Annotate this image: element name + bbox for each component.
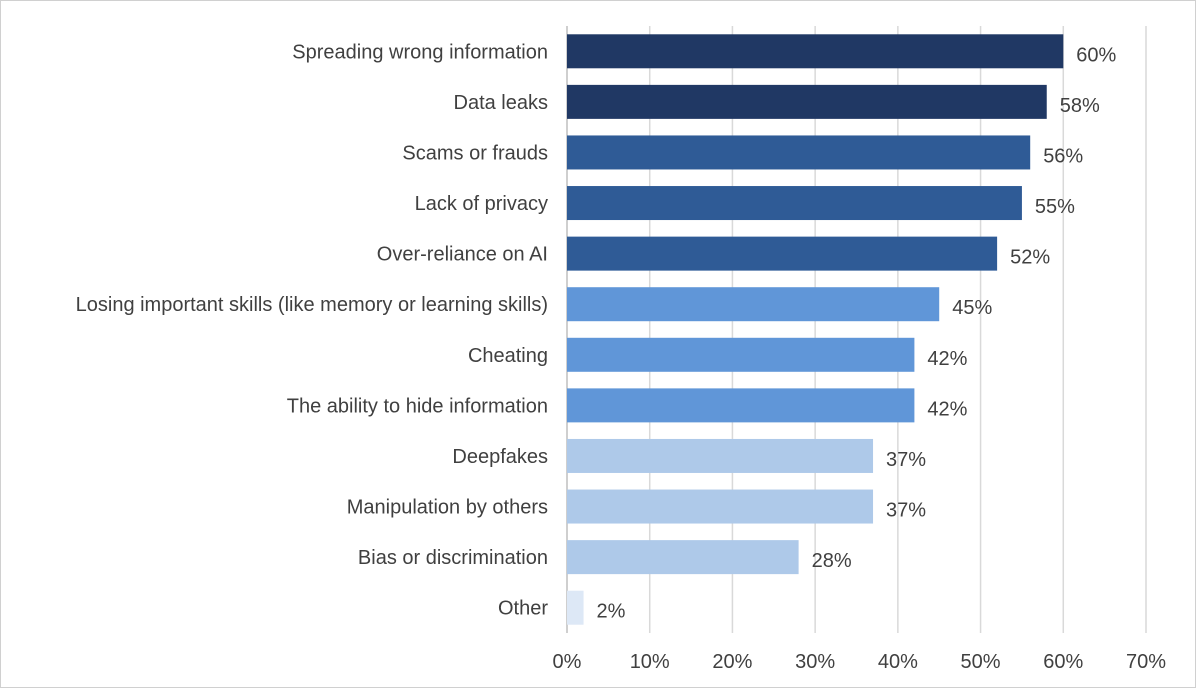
- data-label: 52%: [1010, 247, 1050, 269]
- category-label: Bias or discrimination: [358, 547, 548, 569]
- data-label: 55%: [1035, 196, 1075, 218]
- bar: [567, 337, 915, 372]
- category-label: Deepfakes: [452, 446, 548, 468]
- bar: [567, 236, 998, 271]
- x-tick-label: 20%: [712, 651, 752, 673]
- data-label: 28%: [812, 550, 852, 572]
- x-tick-label: 40%: [878, 651, 918, 673]
- bar: [567, 590, 584, 625]
- x-axis-tick-labels: 0% 10% 20% 30% 40% 50% 60% 70%: [553, 651, 1167, 673]
- x-tick-label: 10%: [630, 651, 670, 673]
- category-label: Other: [498, 598, 548, 620]
- category-label: Over-reliance on AI: [377, 244, 548, 266]
- x-tick-label: 0%: [553, 651, 582, 673]
- bar: [567, 186, 1022, 221]
- category-label: The ability to hide information: [287, 395, 548, 417]
- category-label: Losing important skills (like memory or …: [76, 294, 548, 316]
- bar: [567, 34, 1064, 69]
- x-tick-label: 60%: [1043, 651, 1083, 673]
- bar: [567, 489, 874, 524]
- x-tick-label: 70%: [1126, 651, 1166, 673]
- data-label: 42%: [927, 398, 967, 420]
- data-label: 37%: [886, 500, 926, 522]
- category-label: Cheating: [468, 345, 548, 367]
- x-tick-label: 30%: [795, 651, 835, 673]
- bar: [567, 287, 940, 322]
- bar: [567, 388, 915, 423]
- category-label: Scams or frauds: [402, 142, 548, 164]
- value-labels: 60% 58% 56% 55% 52% 45% 42% 42% 37% 37% 28% 2%: [597, 44, 1117, 622]
- bars: [567, 34, 1064, 625]
- bar: [567, 135, 1031, 170]
- data-label: 37%: [886, 449, 926, 471]
- bar: [567, 84, 1047, 119]
- data-label: 2%: [597, 601, 626, 623]
- data-label: 60%: [1076, 44, 1116, 66]
- x-tick-label: 50%: [961, 651, 1001, 673]
- bar: [567, 540, 799, 575]
- data-label: 42%: [927, 348, 967, 370]
- gridlines: [566, 26, 1147, 633]
- data-label: 58%: [1060, 95, 1100, 117]
- category-label: Manipulation by others: [347, 497, 548, 519]
- category-labels: Spreading wrong information Data leaks Sca…: [76, 41, 549, 619]
- bar: [567, 438, 874, 473]
- category-label: Lack of privacy: [415, 193, 548, 215]
- category-label: Spreading wrong information: [292, 41, 548, 63]
- category-label: Data leaks: [454, 92, 549, 114]
- data-label: 56%: [1043, 145, 1083, 167]
- data-label: 45%: [952, 297, 992, 319]
